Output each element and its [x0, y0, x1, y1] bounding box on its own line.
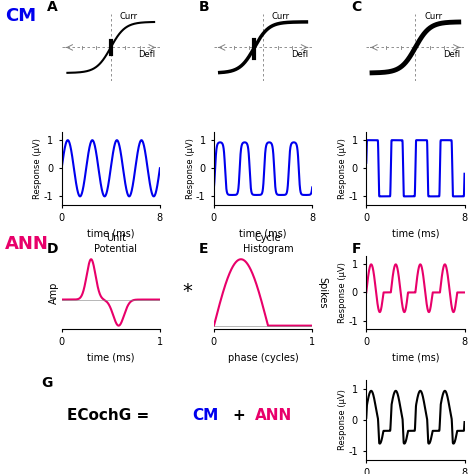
Text: Spikes: Spikes: [317, 277, 327, 308]
Text: B: B: [199, 0, 210, 14]
Text: ANN: ANN: [5, 235, 49, 253]
Text: Curr: Curr: [119, 11, 137, 20]
Y-axis label: Response (μV): Response (μV): [186, 138, 195, 199]
X-axis label: time (ms): time (ms): [87, 353, 135, 363]
Y-axis label: Amp: Amp: [49, 281, 59, 304]
Text: CM: CM: [5, 7, 36, 25]
Y-axis label: Response (μV): Response (μV): [338, 138, 347, 199]
Text: C: C: [352, 0, 362, 14]
Text: Defl: Defl: [443, 51, 460, 59]
Text: D: D: [47, 242, 58, 256]
Text: +: +: [232, 409, 245, 423]
Text: Defl: Defl: [138, 51, 155, 59]
Text: CM: CM: [192, 409, 218, 423]
Y-axis label: Response (μV): Response (μV): [33, 138, 42, 199]
Text: Curr: Curr: [272, 11, 290, 20]
Text: G: G: [42, 376, 53, 390]
Text: E: E: [199, 242, 209, 256]
Text: ANN: ANN: [255, 409, 292, 423]
Text: *: *: [182, 282, 192, 301]
X-axis label: time (ms): time (ms): [392, 353, 439, 363]
Text: Curr: Curr: [424, 11, 442, 20]
Text: ECochG =: ECochG =: [67, 409, 154, 423]
X-axis label: time (ms): time (ms): [392, 228, 439, 239]
X-axis label: time (ms): time (ms): [239, 228, 287, 239]
X-axis label: time (ms): time (ms): [87, 228, 135, 239]
Text: Unit
Potential: Unit Potential: [94, 233, 137, 255]
Text: Defl: Defl: [291, 51, 308, 59]
X-axis label: phase (cycles): phase (cycles): [228, 353, 299, 363]
Text: A: A: [47, 0, 58, 14]
Y-axis label: Response (μV): Response (μV): [338, 390, 347, 450]
Text: F: F: [352, 242, 361, 256]
Text: Cycle
Histogram: Cycle Histogram: [243, 233, 293, 255]
Y-axis label: Response (μV): Response (μV): [338, 262, 347, 323]
